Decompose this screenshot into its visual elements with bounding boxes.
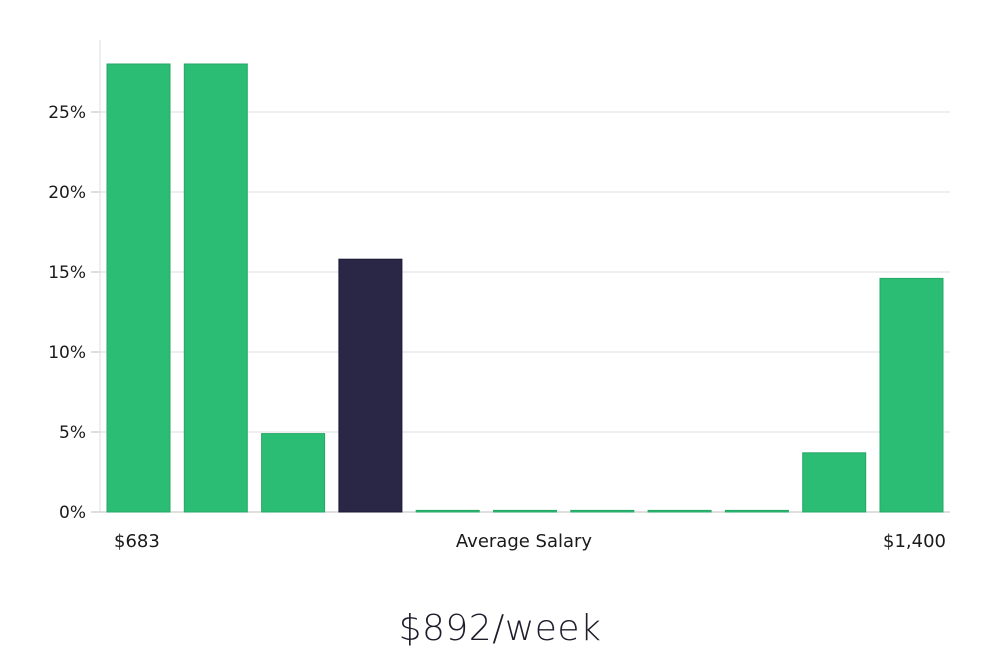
x-axis-min-label: $683 (114, 531, 160, 552)
histogram-bars (106, 63, 944, 513)
histogram-bar (879, 277, 944, 513)
histogram-bar (415, 509, 480, 513)
y-tick-label: 25% (48, 103, 86, 123)
y-tick-label: 0% (59, 503, 86, 523)
y-axis-tick-labels: 0% 5% 10% 15% 20% 25% (48, 103, 86, 523)
histogram-bar (183, 63, 248, 513)
salary-histogram-chart: 0% 5% 10% 15% 20% 25% $683 Average Salary $1,… (48, 40, 950, 552)
histogram-bar (647, 509, 712, 513)
x-axis-max-label: $1,400 (883, 531, 946, 552)
y-tick-label: 15% (48, 263, 86, 283)
y-tick-label: 10% (48, 343, 86, 363)
y-tick-label: 5% (59, 423, 86, 443)
histogram-bar (261, 433, 326, 513)
average-salary-value: $892/week (398, 608, 602, 649)
histogram-bar (724, 509, 789, 513)
x-axis-average-salary-label: Average Salary (456, 531, 593, 552)
histogram-bar (493, 509, 557, 513)
histogram-bar (570, 509, 635, 513)
histogram-bar (802, 452, 867, 513)
histogram-bar-highlighted (338, 258, 403, 513)
y-tick-label: 20% (48, 183, 86, 203)
histogram-bar (106, 63, 171, 513)
